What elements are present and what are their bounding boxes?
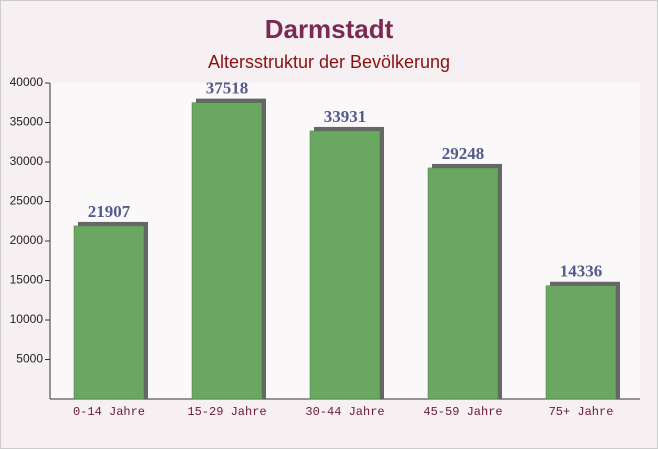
value-label: 14336: [560, 262, 603, 281]
y-tick-label: 30000: [10, 154, 44, 168]
x-tick-label: 15-29 Jahre: [187, 405, 266, 419]
bar: [427, 167, 499, 400]
value-label: 21907: [88, 202, 131, 221]
bar: [545, 285, 617, 400]
bar: [309, 130, 381, 400]
bar: [73, 225, 145, 400]
value-label: 29248: [442, 144, 485, 163]
x-tick-label: 75+ Jahre: [549, 405, 614, 419]
y-tick-label: 40000: [10, 75, 44, 89]
value-label: 37518: [206, 79, 249, 98]
y-tick-label: 5000: [16, 352, 43, 366]
y-tick-label: 10000: [10, 312, 44, 326]
value-label: 33931: [324, 107, 367, 126]
y-tick-label: 25000: [10, 194, 44, 208]
y-tick-label: 15000: [10, 273, 44, 287]
x-tick-label: 0-14 Jahre: [73, 405, 145, 419]
x-tick-label: 30-44 Jahre: [305, 405, 384, 419]
x-tick-label: 45-59 Jahre: [423, 405, 502, 419]
bar: [191, 102, 263, 400]
chart-title: Darmstadt: [265, 14, 394, 44]
y-tick-label: 20000: [10, 233, 44, 247]
chart-subtitle: Altersstruktur der Bevölkerung: [208, 52, 450, 72]
y-tick-label: 35000: [10, 115, 44, 129]
